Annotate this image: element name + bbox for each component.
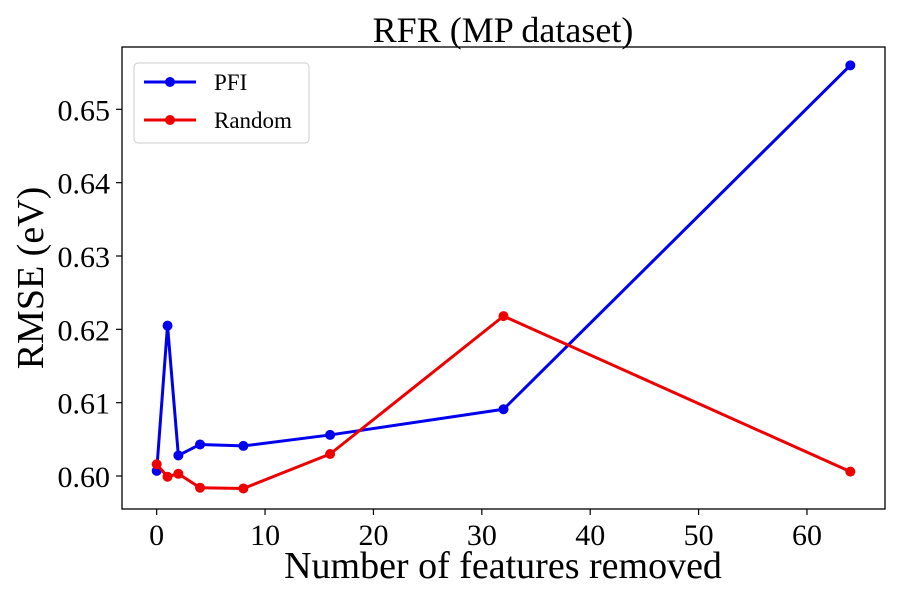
y-axis-label: RMSE (eV) (10, 187, 52, 370)
data-point-pfi (325, 429, 336, 440)
y-tick-label: 0.62 (58, 314, 111, 347)
legend-marker (165, 77, 175, 87)
y-axis: 0.60 0.61 0.62 0.63 0.64 0.65 (58, 94, 122, 494)
legend-label: PFI (214, 70, 247, 95)
y-tick-label: 0.60 (58, 461, 111, 494)
x-tick-label: 30 (467, 519, 497, 552)
data-point-pfi (173, 450, 184, 461)
data-point-random (173, 468, 184, 479)
x-tick-label: 40 (575, 519, 605, 552)
x-axis-label: Number of features removed (284, 545, 722, 587)
data-point-random (151, 459, 162, 470)
y-tick-label: 0.63 (58, 241, 111, 274)
y-tick-label: 0.64 (58, 168, 111, 201)
y-tick-label: 0.65 (58, 94, 111, 127)
x-tick-label: 50 (684, 519, 714, 552)
data-point-random (238, 483, 249, 494)
legend-label: Random (214, 108, 292, 133)
legend: PFI Random (133, 62, 310, 144)
chart-title: RFR (MP dataset) (373, 10, 634, 50)
data-point-random (325, 449, 336, 459)
x-tick-label: 20 (358, 519, 388, 552)
axes-frame (121, 46, 886, 510)
data-point-random (162, 471, 173, 482)
data-point-pfi (195, 439, 206, 450)
y-tick-label: 0.61 (58, 388, 111, 421)
data-point-random (195, 482, 206, 493)
series-line-random (155, 314, 851, 490)
data-point-pfi (238, 440, 249, 451)
data-point-pfi (162, 320, 173, 331)
plot-area (151, 60, 856, 494)
x-tick-label: 0 (149, 519, 164, 552)
x-axis: 0 10 20 30 40 50 60 (149, 509, 822, 552)
data-point-random (498, 311, 509, 322)
data-point-pfi (845, 60, 856, 71)
data-point-random (845, 466, 856, 477)
series-line-pfi (155, 64, 852, 471)
x-tick-label: 10 (250, 519, 280, 552)
x-tick-label: 60 (792, 519, 822, 552)
legend-marker (165, 115, 175, 125)
data-point-pfi (498, 404, 509, 415)
